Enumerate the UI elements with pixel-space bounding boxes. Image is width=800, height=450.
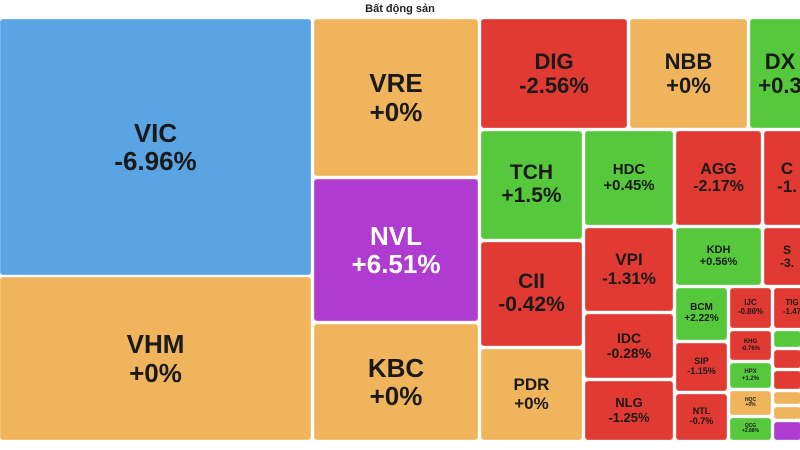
ticker-label: KDH	[706, 243, 731, 256]
change-label: -3.	[779, 255, 794, 270]
change-label: +1.5%	[501, 184, 562, 207]
change-label: +1.2%	[741, 375, 760, 382]
ticker-label: DX	[764, 48, 796, 74]
ticker-label: KBC	[367, 352, 425, 383]
treemap-cell-hpx[interactable]: HPX +1.2%	[730, 363, 771, 388]
ticker-label: QCG	[744, 422, 757, 429]
ticker-label: VRE	[369, 68, 423, 99]
ticker-label: NVL	[370, 220, 422, 251]
change-label: -0.28%	[606, 345, 652, 361]
treemap-cell-c[interactable]: C -1.	[764, 131, 800, 225]
change-label: -0.86%	[737, 307, 764, 316]
ticker-label: KHG	[743, 339, 758, 346]
treemap-cell-hqc[interactable]: HQC +0%	[730, 391, 771, 415]
ticker-label: S	[782, 242, 791, 257]
treemap-cell-kdh[interactable]: KDH +0.56%	[676, 228, 761, 285]
ticker-label: CII	[518, 270, 545, 294]
ticker-label: HPX	[744, 369, 757, 376]
treemap-cell-vic[interactable]: VIC -6.96%	[0, 19, 311, 275]
change-label: -0.42%	[498, 293, 565, 316]
treemap-cell-small[interactable]	[774, 331, 800, 347]
change-label: +0.45%	[603, 177, 655, 194]
change-label: +2.88%	[741, 428, 760, 434]
ticker-label: NBB	[664, 48, 713, 74]
ticker-label: NTL	[692, 406, 711, 417]
change-label: +0%	[514, 393, 549, 413]
ticker-label: IJC	[744, 298, 757, 308]
treemap-cell-hdc[interactable]: HDC +0.45%	[585, 131, 673, 225]
treemap-cell-kbc[interactable]: KBC +0%	[314, 324, 478, 440]
treemap-cell-dig[interactable]: DIG -2.56%	[481, 19, 627, 128]
change-label: -2.56%	[519, 72, 589, 98]
change-label: -1.31%	[602, 268, 656, 288]
change-label: +0%	[745, 402, 756, 408]
change-label: -1.15%	[687, 366, 716, 376]
ticker-label: IDC	[616, 329, 642, 346]
change-label: -0.7%	[689, 416, 714, 426]
change-label: +2.22%	[684, 313, 719, 324]
ticker-label: VIC	[133, 117, 178, 148]
change-label: +0.56%	[699, 255, 738, 268]
change-label: -2.17%	[693, 178, 744, 195]
ticker-label: VPI	[615, 250, 643, 270]
change-label: -6.96%	[114, 146, 197, 176]
treemap-cell-cii[interactable]: CII -0.42%	[481, 242, 582, 346]
ticker-label: SIP	[694, 356, 709, 367]
ticker-label: VHM	[126, 329, 185, 360]
treemap-cell-tch[interactable]: TCH +1.5%	[481, 131, 582, 239]
change-label: -0.76%	[740, 345, 760, 352]
treemap-cell-sip[interactable]: SIP -1.15%	[676, 343, 727, 391]
treemap-cell-ntl[interactable]: NTL -0.7%	[676, 394, 727, 440]
change-label: +0%	[666, 72, 711, 98]
ticker-label: HDC	[612, 160, 646, 178]
change-label: -1.47	[782, 307, 800, 316]
ticker-label: BCM	[690, 302, 713, 314]
treemap-cell-khg[interactable]: KHG -0.76%	[730, 331, 771, 360]
treemap-cell-qcg[interactable]: QCG +2.88%	[730, 418, 771, 440]
change-label: -1.25%	[608, 409, 650, 425]
treemap-cell-agg[interactable]: AGG -2.17%	[676, 131, 761, 225]
treemap-cell-dx[interactable]: DX +0.3	[750, 19, 800, 128]
treemap-cell-nlg[interactable]: NLG -1.25%	[585, 381, 673, 440]
treemap-cell-idc[interactable]: IDC -0.28%	[585, 314, 673, 378]
treemap-cell-vhm[interactable]: VHM +0%	[0, 277, 311, 440]
chart-title: Bất động sản	[365, 3, 435, 15]
treemap-cell-ijc[interactable]: IJC -0.86%	[730, 288, 771, 328]
change-label: +0%	[369, 96, 423, 127]
ticker-label: PDR	[513, 375, 550, 395]
change-label: +0%	[369, 381, 423, 411]
treemap-cell-small[interactable]	[774, 407, 800, 419]
treemap-cell-nvl[interactable]: NVL +6.51%	[314, 179, 478, 321]
ticker-label: AGG	[700, 160, 737, 178]
change-label: -1.	[777, 177, 797, 196]
ticker-label: TIG	[785, 298, 799, 308]
treemap-cell-tig[interactable]: TIG -1.47	[774, 288, 800, 328]
treemap-cell-bcm[interactable]: BCM +2.22%	[676, 288, 727, 340]
treemap-cell-nbb[interactable]: NBB +0%	[630, 19, 747, 128]
change-label: +0.3	[758, 72, 800, 98]
ticker-label: TCH	[509, 161, 554, 185]
ticker-label: HQC	[744, 396, 757, 403]
treemap-cell-vpi[interactable]: VPI -1.31%	[585, 228, 673, 311]
treemap-cell-small[interactable]	[774, 392, 800, 404]
treemap-cell-s[interactable]: S -3.	[764, 228, 800, 285]
ticker-label: NLG	[615, 395, 643, 411]
treemap-cell-small[interactable]	[774, 371, 800, 389]
treemap-cell-small[interactable]	[774, 422, 800, 440]
treemap-cell-small[interactable]	[774, 350, 800, 368]
ticker-label: DIG	[534, 48, 574, 74]
treemap-cell-vre[interactable]: VRE +0%	[314, 19, 478, 176]
change-label: +0%	[129, 357, 182, 388]
ticker-label: C	[780, 158, 794, 178]
treemap-cell-pdr[interactable]: PDR +0%	[481, 349, 582, 440]
change-label: +6.51%	[351, 249, 441, 279]
